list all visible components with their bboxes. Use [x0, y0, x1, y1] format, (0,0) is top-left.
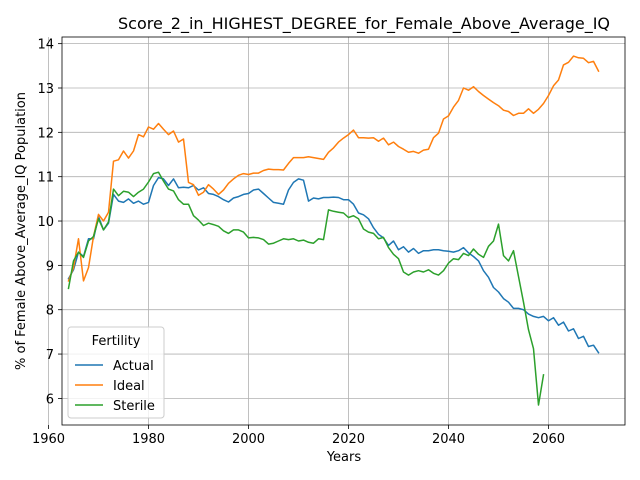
- y-tick-label: 12: [37, 126, 54, 141]
- legend-label-sterile: Sterile: [113, 399, 155, 414]
- y-tick-label: 6: [46, 392, 54, 407]
- legend-label-ideal: Ideal: [113, 379, 145, 394]
- x-tick-label: 2000: [232, 432, 265, 447]
- x-tick-label: 1980: [132, 432, 165, 447]
- y-tick-label: 10: [37, 215, 54, 230]
- y-tick-label: 7: [46, 348, 54, 363]
- chart-title: Score_2_in_HIGHEST_DEGREE_for_Female_Abo…: [118, 14, 610, 34]
- legend-entries: Actual Ideal Sterile: [75, 359, 155, 414]
- plot-area: [67, 55, 600, 406]
- y-tick-label: 11: [37, 171, 54, 186]
- y-axis-title: % of Female Above_Average_IQ Population: [14, 92, 29, 370]
- y-tick-label: 13: [37, 82, 54, 97]
- x-tick-label: 2020: [332, 432, 365, 447]
- plot-frame: [61, 36, 626, 426]
- series-line-ideal: [67, 55, 600, 282]
- x-tick-label: 1960: [32, 432, 65, 447]
- legend: Fertility Actual Ideal Sterile: [67, 326, 165, 419]
- x-axis: 1960 1980 2000 2020 2040 2060: [32, 425, 565, 447]
- legend-title: Fertility: [92, 334, 141, 349]
- x-tick-label: 2060: [532, 432, 565, 447]
- series-line-actual: [67, 176, 600, 354]
- legend-label-actual: Actual: [113, 359, 154, 374]
- series-line-sterile: [67, 171, 545, 406]
- y-axis: 6 7 8 9 10 11 12 13 14: [37, 38, 62, 407]
- x-axis-title: Years: [326, 450, 362, 465]
- y-tick-label: 9: [46, 259, 54, 274]
- x-tick-label: 2040: [432, 432, 465, 447]
- y-tick-label: 14: [37, 38, 54, 53]
- legend-box: [67, 326, 165, 419]
- y-tick-label: 8: [46, 304, 54, 319]
